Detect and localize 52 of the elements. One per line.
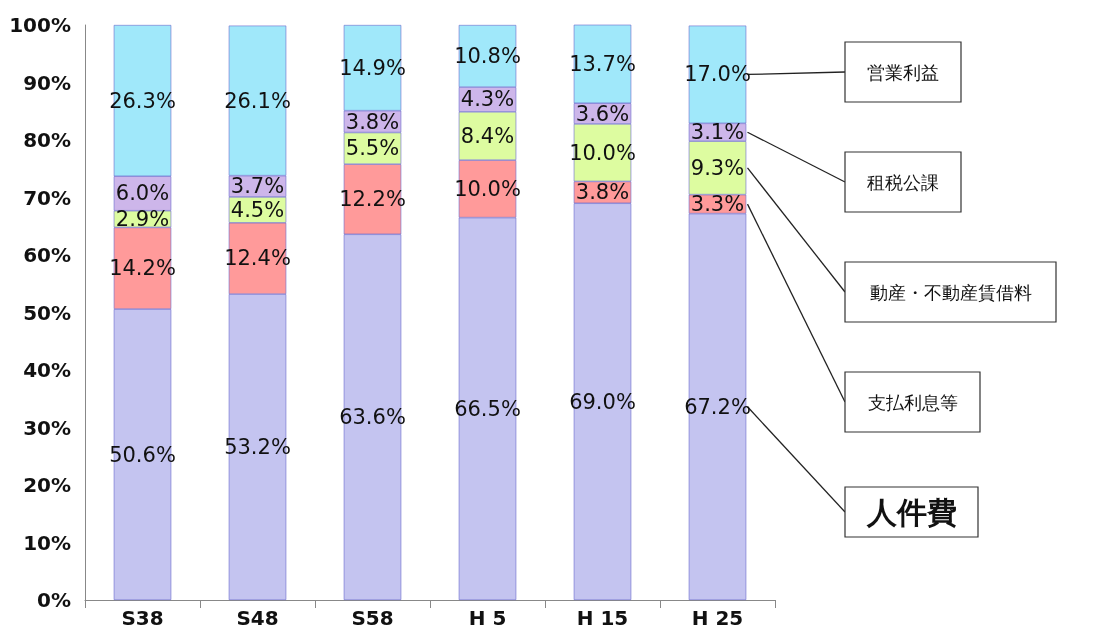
data-label: 10.8% bbox=[454, 44, 521, 69]
data-label: 10.0% bbox=[454, 176, 521, 201]
x-tick-label: S58 bbox=[351, 606, 394, 630]
data-label: 53.2% bbox=[224, 435, 291, 460]
data-label: 6.0% bbox=[115, 181, 170, 206]
text: 人件費 bbox=[865, 494, 957, 530]
data-label: 14.2% bbox=[109, 256, 176, 281]
data-label: 17.0% bbox=[684, 62, 751, 87]
data-label: 50.6% bbox=[109, 442, 176, 467]
y-tick-label: 0% bbox=[37, 588, 71, 612]
text: 租税公課 bbox=[867, 171, 939, 193]
data-label: 12.2% bbox=[339, 187, 406, 212]
y-tick-label: 20% bbox=[23, 473, 71, 497]
y-tick-label: 10% bbox=[23, 530, 71, 555]
data-label: 14.9% bbox=[339, 55, 406, 80]
data-label: 4.5% bbox=[230, 197, 285, 222]
y-tick-label: 60% bbox=[23, 243, 71, 267]
x-tick-label: S48 bbox=[236, 606, 279, 630]
data-label: 13.7% bbox=[569, 51, 636, 76]
data-label: 4.3% bbox=[460, 87, 515, 112]
data-label: 3.3% bbox=[690, 192, 745, 217]
data-label: 3.6% bbox=[575, 101, 630, 126]
x-tick-label: H 15 bbox=[576, 606, 629, 630]
y-tick-label: 90% bbox=[23, 70, 71, 95]
text: 営業利益 bbox=[867, 61, 939, 83]
data-label: 63.6% bbox=[339, 405, 406, 430]
data-label: 26.3% bbox=[109, 88, 176, 113]
x-tick-label: H 5 bbox=[468, 606, 507, 630]
text: 支払利息等 bbox=[867, 391, 958, 413]
y-tick-label: 70% bbox=[23, 185, 71, 210]
data-label: 2.9% bbox=[115, 207, 170, 232]
x-tick-label: H 25 bbox=[691, 606, 744, 630]
data-label: 3.8% bbox=[345, 109, 400, 134]
data-label: 66.5% bbox=[454, 396, 521, 421]
data-label: 69.0% bbox=[569, 389, 636, 414]
data-label: 26.1% bbox=[224, 88, 291, 113]
text: 動産・不動産賃借料 bbox=[869, 281, 1032, 303]
y-tick-label: 80% bbox=[23, 128, 71, 152]
data-label: 5.5% bbox=[345, 136, 400, 161]
data-label: 3.7% bbox=[230, 174, 285, 199]
y-tick-label: 50% bbox=[23, 300, 71, 325]
data-label: 3.8% bbox=[575, 180, 630, 205]
y-tick-label: 30% bbox=[23, 415, 71, 440]
data-label: 67.2% bbox=[684, 394, 751, 419]
data-label: 3.1% bbox=[690, 120, 745, 145]
data-label: 12.4% bbox=[224, 246, 291, 271]
y-tick-label: 100% bbox=[9, 13, 71, 37]
data-label: 10.0% bbox=[569, 140, 636, 165]
data-label: 8.4% bbox=[460, 123, 515, 148]
x-tick-label: S38 bbox=[121, 606, 164, 630]
data-label: 9.3% bbox=[690, 155, 745, 180]
y-tick-label: 40% bbox=[23, 358, 71, 382]
